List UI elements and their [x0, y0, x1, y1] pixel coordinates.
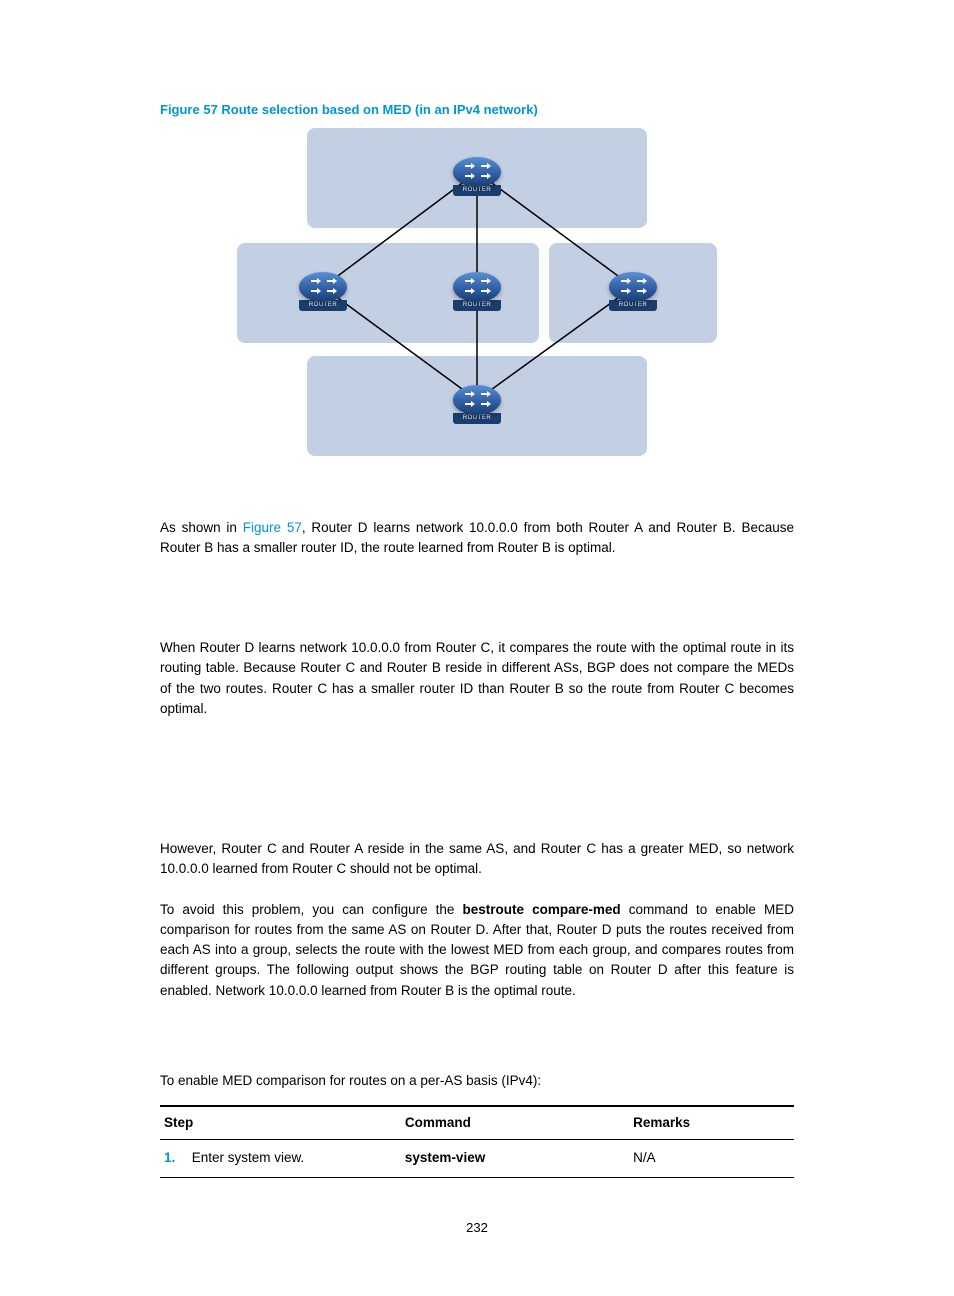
steps-table: Step Command Remarks 1. Enter system vie…	[160, 1105, 794, 1178]
remarks-cell: N/A	[629, 1140, 794, 1177]
router-icon: ROUTER	[609, 272, 657, 314]
paragraph-4: To avoid this problem, you can configure…	[160, 900, 794, 1001]
network-diagram: ROUTER ROUTER ROUTER ROUTER ROUTER	[237, 128, 717, 488]
paragraph-1: As shown in Figure 57, Router D learns n…	[160, 518, 794, 559]
step-number: 1.	[164, 1148, 188, 1168]
step-cell: 1. Enter system view.	[160, 1140, 401, 1177]
paragraph-2: When Router D learns network 10.0.0.0 fr…	[160, 638, 794, 719]
table-header-step: Step	[160, 1106, 401, 1140]
text: To avoid this problem, you can configure…	[160, 902, 463, 917]
page-number: 232	[160, 1218, 794, 1238]
table-row: 1. Enter system view.system-viewN/A	[160, 1140, 794, 1177]
router-icon: ROUTER	[453, 272, 501, 314]
router-icon: ROUTER	[453, 157, 501, 199]
text: As shown in	[160, 520, 243, 535]
paragraph-3: However, Router C and Router A reside in…	[160, 839, 794, 880]
command-name: bestroute compare-med	[463, 902, 621, 917]
figure-reference-link[interactable]: Figure 57	[243, 520, 302, 535]
router-icon: ROUTER	[453, 385, 501, 427]
table-header-command: Command	[401, 1106, 629, 1140]
table-header-remarks: Remarks	[629, 1106, 794, 1140]
router-icon: ROUTER	[299, 272, 347, 314]
command-cell: system-view	[401, 1140, 629, 1177]
table-header-row: Step Command Remarks	[160, 1106, 794, 1140]
figure-caption: Figure 57 Route selection based on MED (…	[160, 100, 794, 120]
table-intro: To enable MED comparison for routes on a…	[160, 1071, 794, 1091]
